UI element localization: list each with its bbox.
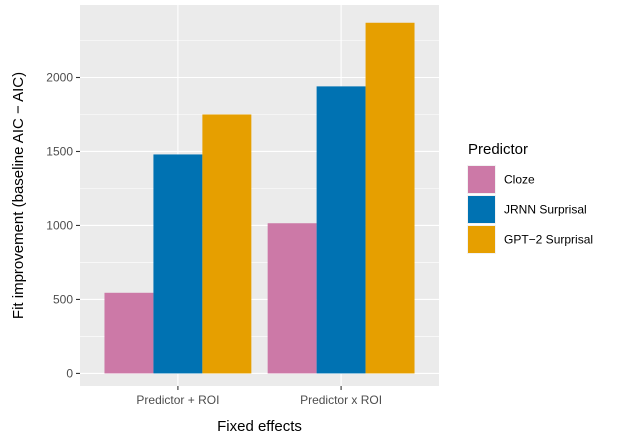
- legend: Predictor Cloze JRNN Surprisal GPT−2 Surpr…: [467, 141, 593, 254]
- bar: [267, 223, 317, 374]
- x-tick-label: Predictor x ROI: [300, 393, 382, 407]
- legend-label: GPT−2 Surprisal: [504, 233, 593, 247]
- x-axis-ticks: Predictor + ROI Predictor x ROI: [136, 386, 382, 407]
- x-tick-label: Predictor + ROI: [136, 393, 219, 407]
- bar: [153, 154, 203, 374]
- legend-swatch: [468, 226, 495, 253]
- y-tick-label: 1000: [46, 218, 73, 232]
- x-axis-title: Fixed effects: [217, 418, 302, 435]
- y-axis-title: Fit improvement (baseline AIC − AIC): [10, 72, 27, 319]
- y-tick-label: 1500: [46, 144, 73, 158]
- legend-swatch: [468, 166, 495, 193]
- y-tick-label: 2000: [46, 71, 73, 85]
- bar: [202, 114, 252, 374]
- legend-label: Cloze: [504, 173, 535, 187]
- bar: [104, 292, 154, 374]
- legend-swatch: [468, 196, 495, 223]
- bar: [365, 22, 415, 374]
- bar: [316, 86, 366, 374]
- y-tick-label: 0: [66, 366, 73, 380]
- y-tick-label: 500: [53, 292, 73, 306]
- legend-label: JRNN Surprisal: [504, 203, 587, 217]
- y-axis-ticks: 0 500 1000 1500 2000: [46, 71, 80, 380]
- legend-title: Predictor: [468, 141, 528, 158]
- bars: [104, 22, 415, 374]
